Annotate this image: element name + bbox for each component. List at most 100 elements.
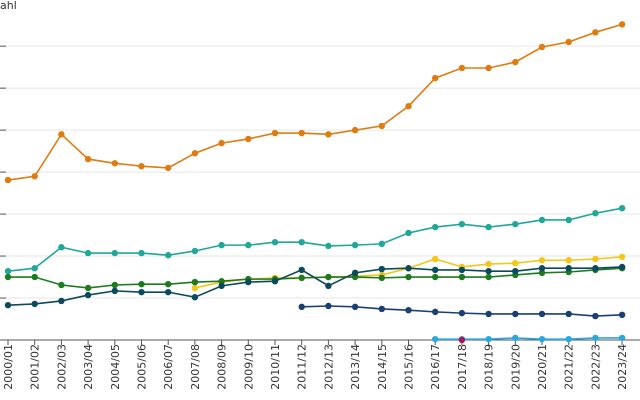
data-point — [218, 282, 225, 290]
data-point — [218, 139, 225, 147]
data-point — [378, 265, 385, 273]
data-point — [325, 282, 332, 290]
data-point — [458, 220, 466, 228]
data-point — [218, 278, 225, 285]
x-tick-label: 2019/20 — [509, 344, 522, 390]
data-point — [378, 274, 385, 282]
data-point — [538, 265, 546, 272]
data-point — [325, 242, 332, 250]
x-tick-label: 2003/04 — [82, 344, 95, 390]
x-tick-label: 2011/12 — [296, 344, 309, 390]
data-point — [191, 293, 199, 301]
data-point — [58, 297, 65, 305]
data-point — [458, 273, 466, 281]
chart-title: ahl — [0, 0, 17, 12]
series-line — [7, 266, 623, 306]
data-point — [138, 249, 145, 257]
data-point — [538, 269, 546, 277]
data-point — [485, 335, 492, 343]
data-point — [84, 155, 92, 163]
data-point — [592, 334, 599, 342]
data-point — [271, 129, 279, 137]
data-point — [405, 306, 412, 314]
data-point — [432, 273, 439, 281]
data-point — [485, 273, 492, 281]
data-point — [84, 284, 92, 292]
data-point — [538, 257, 546, 264]
data-point — [512, 259, 519, 267]
x-tick-label: 2009/10 — [242, 344, 255, 390]
data-point — [351, 126, 359, 134]
series-line — [7, 23, 623, 181]
data-point — [592, 312, 599, 320]
data-point — [138, 280, 145, 288]
x-tick-label: 2022/23 — [589, 344, 602, 390]
x-tick-label: 2008/09 — [216, 344, 229, 390]
data-point — [512, 310, 519, 318]
data-point — [565, 38, 572, 46]
data-point — [191, 278, 199, 286]
data-point — [271, 278, 279, 285]
x-tick-label: 2014/15 — [376, 344, 389, 390]
series-line — [435, 337, 623, 340]
data-point — [512, 334, 519, 342]
data-point — [618, 21, 626, 28]
data-point — [325, 302, 332, 310]
data-point — [191, 247, 199, 255]
data-point — [84, 291, 92, 299]
x-tick-label: 2020/21 — [536, 344, 549, 390]
data-point — [325, 131, 332, 138]
data-point — [218, 241, 225, 249]
data-point — [618, 311, 626, 319]
data-point — [138, 163, 145, 170]
data-point — [31, 300, 38, 308]
x-tick-label: 2005/06 — [136, 344, 149, 390]
data-point — [245, 135, 252, 143]
data-point — [84, 249, 92, 257]
data-point — [165, 280, 172, 288]
data-point — [165, 252, 172, 259]
data-point — [4, 267, 12, 275]
data-point — [325, 273, 332, 281]
data-point — [298, 266, 305, 274]
data-point — [245, 278, 252, 286]
data-point — [271, 238, 279, 246]
data-point — [432, 74, 439, 82]
data-point — [538, 43, 546, 51]
data-point — [405, 229, 412, 237]
data-point — [458, 336, 466, 344]
data-point — [351, 303, 359, 311]
data-point — [111, 249, 119, 257]
x-tick-label: 2010/11 — [269, 344, 282, 390]
data-point — [538, 335, 546, 343]
x-tick-label: 2006/07 — [162, 344, 175, 390]
data-point — [565, 335, 572, 343]
data-point — [298, 238, 305, 246]
data-point — [405, 102, 412, 110]
x-tick-label: 2015/16 — [403, 344, 416, 390]
x-tick-label: 2013/14 — [349, 344, 362, 390]
data-point — [485, 64, 492, 72]
data-point — [191, 150, 199, 157]
data-point — [565, 310, 572, 318]
data-point — [432, 223, 439, 231]
data-point — [298, 303, 305, 311]
data-point — [165, 288, 172, 296]
x-tick-label: 2021/22 — [563, 344, 576, 390]
data-point — [378, 305, 385, 313]
x-tick-label: 2016/17 — [429, 344, 442, 390]
data-point — [618, 204, 626, 212]
data-point — [31, 265, 38, 272]
data-point — [165, 164, 172, 172]
data-point — [432, 266, 439, 274]
data-point — [405, 265, 412, 272]
data-point — [592, 255, 599, 263]
data-point — [111, 281, 119, 289]
x-tick-label: 2002/03 — [55, 344, 68, 390]
data-point — [58, 244, 65, 251]
data-point — [592, 210, 599, 217]
data-point — [485, 267, 492, 275]
data-point — [4, 273, 12, 281]
data-point — [378, 122, 385, 130]
